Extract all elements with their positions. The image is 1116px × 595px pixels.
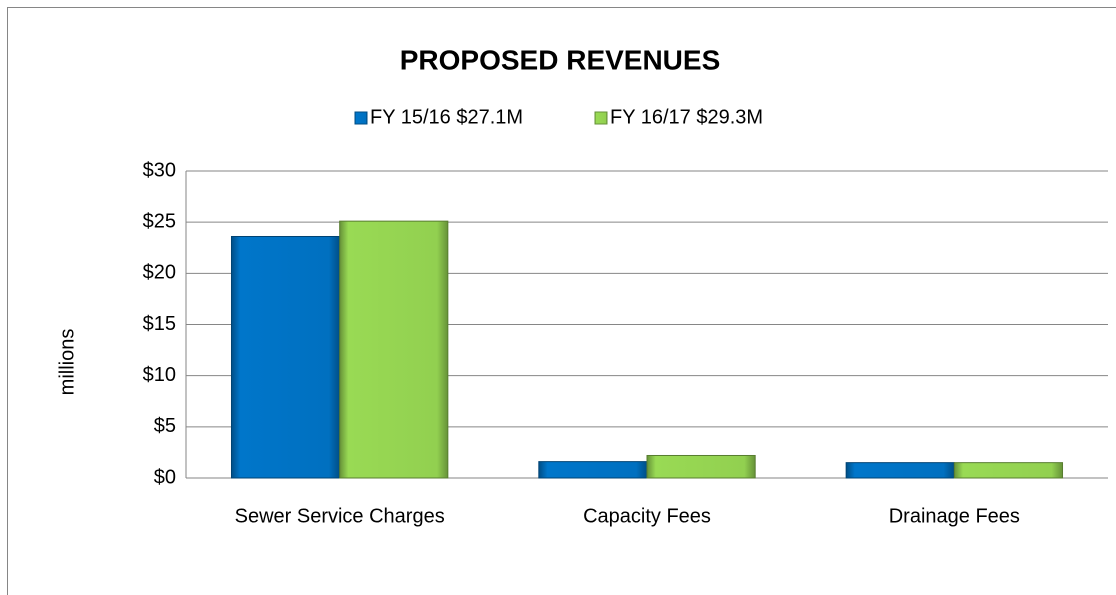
y-tick-label: $0 (154, 466, 176, 488)
bar (538, 461, 648, 479)
y-tick-label: $5 (154, 415, 176, 437)
bar (845, 462, 955, 479)
x-tick-label: Capacity Fees (583, 505, 711, 527)
legend-swatch (594, 111, 608, 125)
chart-title: PROPOSED REVENUES (400, 44, 721, 75)
legend-label: FY 16/17 $29.3M (610, 106, 763, 128)
y-tick-label: $20 (143, 262, 176, 284)
bar (230, 235, 341, 479)
y-tick-label: $15 (143, 313, 176, 335)
chart-border (7, 7, 1116, 595)
bar (953, 462, 1064, 479)
x-tick-label: Sewer Service Charges (235, 505, 445, 527)
legend-label: FY 15/16 $27.1M (370, 106, 523, 128)
legend-swatch (354, 111, 368, 125)
x-tick-label: Drainage Fees (889, 505, 1020, 527)
bar (339, 220, 449, 479)
bar (646, 454, 756, 479)
y-tick-label: $30 (143, 159, 176, 181)
y-axis-label: millions (56, 329, 78, 396)
y-tick-label: $25 (143, 210, 176, 232)
y-tick-label: $10 (143, 364, 176, 386)
